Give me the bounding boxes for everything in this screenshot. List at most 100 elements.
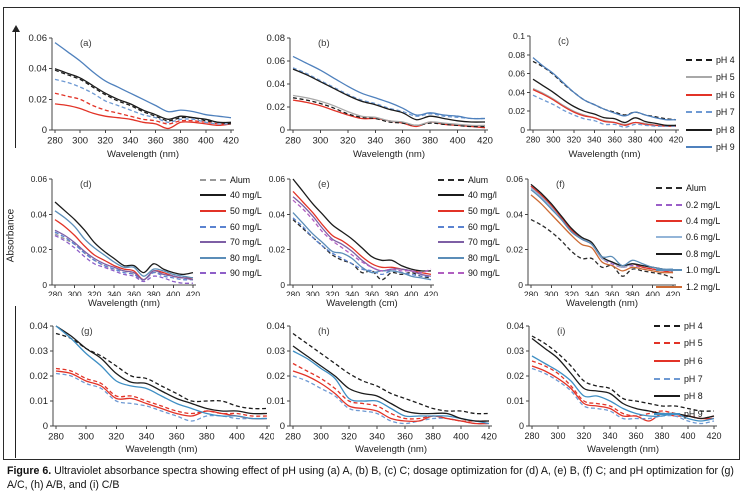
legend-item: 1.2 mg/L [656,278,720,294]
svg-text:400: 400 [404,289,418,296]
svg-text:340: 340 [585,290,600,296]
chart-svg-i: 0 0.01 0.02 0.03 0.04 280 300 320 340 360 380 400 42… [506,321,721,441]
svg-text:400: 400 [450,136,466,147]
svg-text:380: 380 [628,135,643,145]
chart-g: 0 0.01 0.02 0.03 0.04 280 300 320 340 360 380 400 42… [12,314,275,443]
legend-swatch [200,225,226,228]
svg-text:(d): (d) [80,179,92,190]
svg-text:400: 400 [646,290,661,296]
legend-label: pH 9 [684,408,703,419]
svg-text:0.06: 0.06 [31,174,48,184]
svg-text:0.02: 0.02 [267,371,286,382]
chart-a: 0 0.02 0.04 0.06 280 300 320 340 360 380 400 420 (a) [12,22,240,148]
svg-text:400: 400 [680,431,695,441]
svg-text:280: 280 [286,289,300,296]
svg-text:320: 320 [340,136,356,147]
legend-label: pH 4 [684,320,703,331]
legend-item: pH 5 [686,69,735,87]
svg-text:(b): (b) [318,38,330,49]
legend-c: pH 4 pH 5 pH 6 pH 7 pH 8 pH 9 [686,51,735,156]
svg-text:360: 360 [605,290,620,296]
xlabel-d: Wavelength (nm) [88,298,160,309]
svg-text:420: 420 [259,432,274,443]
xlabel-g: Wavelength (nm) [125,444,198,455]
svg-text:0.04: 0.04 [31,209,48,219]
chart-svg-g: 0 0.01 0.02 0.03 0.04 280 300 320 340 360 380 400 42… [30,321,275,443]
legend-swatch [200,272,226,275]
svg-text:400: 400 [166,289,180,296]
svg-text:300: 300 [72,136,88,147]
svg-text:420: 420 [669,135,684,145]
svg-text:0.06: 0.06 [506,174,523,184]
svg-text:0.02: 0.02 [31,245,48,255]
legend-swatch [438,194,464,197]
svg-text:0.06: 0.06 [29,33,48,44]
svg-text:0.06: 0.06 [267,56,286,67]
svg-text:380: 380 [625,290,640,296]
legend-label: 50 mg/L [468,205,500,216]
figure-caption: Figure 6. Ultraviolet absorbance spectra… [7,464,740,493]
svg-text:360: 360 [395,136,411,147]
figure-caption-label: Figure 6. [7,465,52,477]
legend-item: 40 mg/L [200,188,262,204]
legend-item: pH 4 [686,51,735,69]
legend-item: 50 mg/L [200,203,262,219]
legend-label: 0.6 mg/L [686,232,721,243]
svg-text:320: 320 [87,289,101,296]
legend-label: 90 mg/L [230,268,262,279]
legend-swatch [200,209,226,212]
xlabel-e: Wavelength (cm) [326,298,398,309]
legend-swatch [656,252,682,255]
svg-text:420: 420 [666,290,680,296]
svg-text:(e): (e) [318,179,330,190]
legend-item: pH 9 [654,405,703,423]
legend-label: pH 7 [716,107,735,118]
svg-text:300: 300 [68,289,82,296]
chart-svg-e: 0 0.02 0.04 0.06 280 300 320 340 360 380 400 420 (e) [269,174,439,299]
svg-text:320: 320 [341,432,357,443]
legend-swatch [654,395,680,398]
svg-text:340: 340 [122,136,138,147]
legend-item: pH 7 [686,104,735,122]
legend-e: Alum 40 mg/l 50 mg/L 60 mg/L 70 mg/L 80 mg/L 9… [438,172,500,281]
svg-text:300: 300 [313,432,329,443]
legend-swatch [656,203,682,206]
figure-border-box: Absorbance 0 0.02 0.04 0.06 280 300 320 340 360 3… [3,7,740,460]
legend-label: 0.4 mg/L [686,215,721,226]
legend-swatch [686,146,712,149]
svg-text:0.01: 0.01 [267,396,286,407]
legend-label: 0.2 mg/L [686,199,721,210]
svg-text:0.08: 0.08 [508,50,525,60]
legend-item: 60 mg/L [438,219,500,235]
legend-item: pH 8 [654,387,703,405]
svg-text:0: 0 [42,125,47,136]
legend-item: 90 mg/L [438,266,500,282]
xlabel-f: Wavelength (nm) [566,298,638,309]
svg-text:420: 420 [424,289,438,296]
svg-text:360: 360 [169,432,185,443]
legend-label: pH 7 [684,373,703,384]
svg-text:380: 380 [422,136,438,147]
svg-text:0.04: 0.04 [267,79,286,90]
legend-swatch [686,111,712,114]
svg-text:300: 300 [312,136,328,147]
legend-swatch [654,412,680,415]
svg-text:420: 420 [706,431,721,441]
legend-label: 70 mg/L [468,237,500,248]
legend-item: 80 mg/L [200,250,262,266]
legend-swatch [654,359,680,362]
svg-text:380: 380 [385,289,399,296]
svg-text:0: 0 [518,280,523,290]
svg-text:280: 280 [48,432,64,443]
svg-text:420: 420 [223,136,239,147]
legend-swatch [656,285,682,288]
svg-text:360: 360 [608,135,623,145]
svg-text:400: 400 [229,432,245,443]
legend-swatch [438,225,464,228]
svg-text:340: 340 [587,135,602,145]
svg-text:340: 340 [602,431,617,441]
svg-text:300: 300 [78,432,94,443]
svg-text:400: 400 [648,135,663,145]
legend-swatch [686,58,712,61]
legend-item: pH 8 [686,121,735,139]
